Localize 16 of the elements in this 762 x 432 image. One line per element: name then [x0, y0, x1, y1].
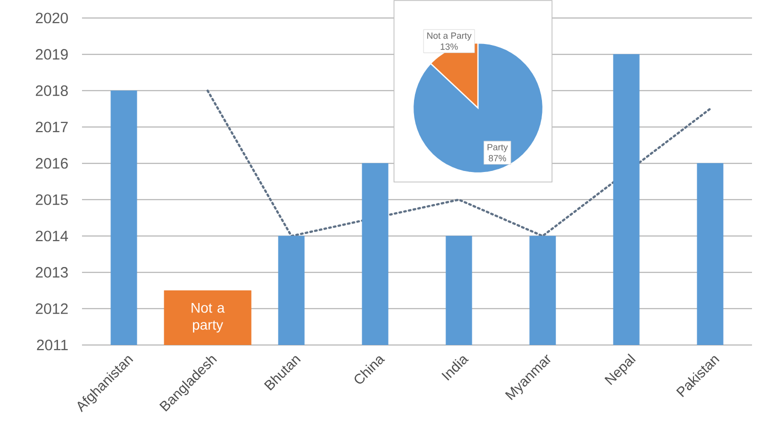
data-label: 87% — [488, 154, 506, 162]
y-tick-label: 2011 — [36, 340, 68, 350]
y-tick-label: 2014 — [36, 230, 68, 242]
y-tick-label: 2012 — [36, 303, 68, 314]
y-tick-label: 2015 — [36, 194, 68, 205]
y-tick-label: 2019 — [36, 49, 68, 60]
slice-label: Party — [488, 144, 508, 152]
y-tick-label: 2016 — [36, 158, 68, 169]
data-label: 13% — [440, 43, 458, 50]
line-series — [206, 90, 712, 238]
y-tick-label: 2020 — [36, 12, 68, 24]
slice-label: Not a Party — [427, 32, 472, 41]
y-tick-label: 2018 — [36, 85, 68, 96]
y-tick-label: 2017 — [36, 122, 68, 132]
y-tick-label: 2013 — [36, 267, 68, 278]
data-label: Not a party — [192, 302, 225, 333]
